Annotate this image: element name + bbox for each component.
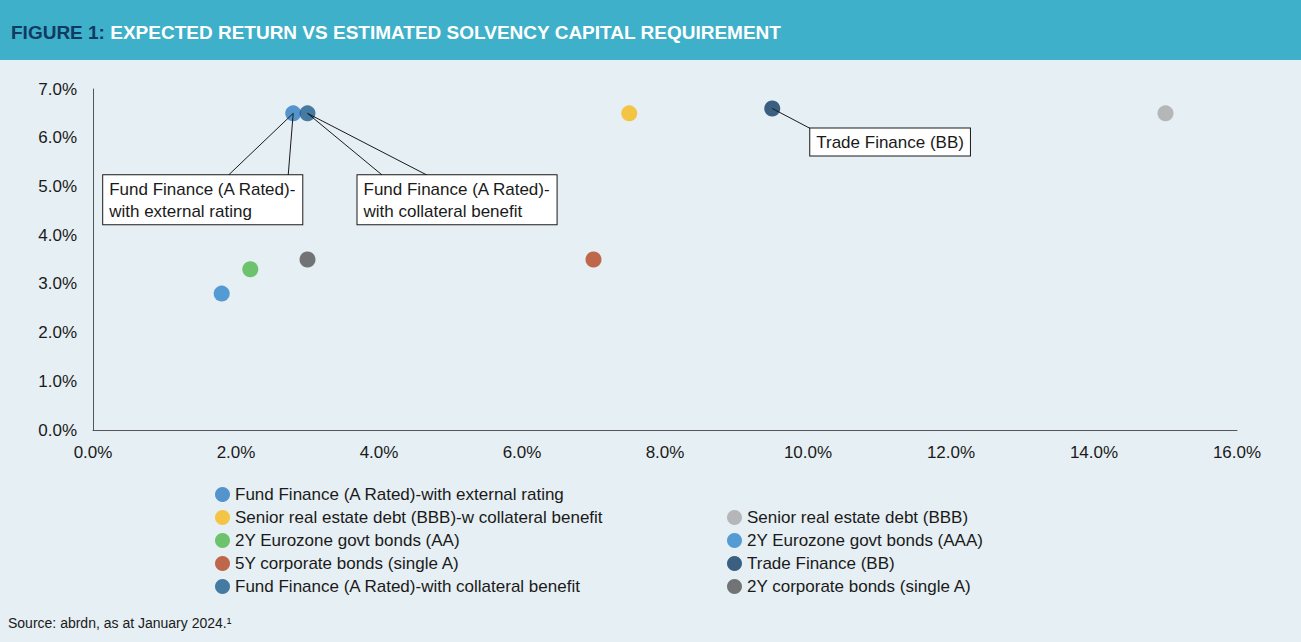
svg-text:EXPECTED RETURN VS ESTIMATED S: EXPECTED RETURN VS ESTIMATED SOLVENCY CA… (105, 22, 781, 43)
svg-text:2Y Eurozone govt bonds (AAA): 2Y Eurozone govt bonds (AAA) (747, 531, 983, 550)
svg-text:10.0%: 10.0% (784, 443, 832, 462)
svg-text:Senior real estate debt (BBB)-: Senior real estate debt (BBB)-w collater… (235, 508, 603, 527)
svg-text:2Y corporate bonds (single A): 2Y corporate bonds (single A) (747, 577, 971, 596)
svg-text:4.0%: 4.0% (360, 443, 399, 462)
svg-text:5.0%: 5.0% (38, 177, 77, 196)
svg-text:7.0%: 7.0% (38, 80, 77, 99)
svg-text:3.0%: 3.0% (38, 274, 77, 293)
svg-text:2.0%: 2.0% (38, 323, 77, 342)
svg-text:Fund Finance (A Rated)-: Fund Finance (A Rated)- (364, 180, 550, 199)
svg-text:8.0%: 8.0% (646, 443, 685, 462)
svg-text:14.0%: 14.0% (1070, 443, 1118, 462)
svg-text:16.0%: 16.0% (1213, 443, 1261, 462)
svg-text:FIGURE 1:: FIGURE 1: (11, 22, 105, 43)
svg-text:Fund Finance (A Rated)-: Fund Finance (A Rated)- (109, 180, 295, 199)
svg-text:4.0%: 4.0% (38, 226, 77, 245)
svg-text:2Y Eurozone govt bonds (AA): 2Y Eurozone govt bonds (AA) (235, 531, 460, 550)
svg-text:Trade Finance (BB): Trade Finance (BB) (816, 133, 964, 152)
svg-text:with external rating: with external rating (108, 202, 252, 221)
svg-text:0.0%: 0.0% (38, 421, 77, 440)
svg-text:Source: abrdn, as at January 2: Source: abrdn, as at January 2024.¹ (8, 615, 232, 631)
svg-text:Senior real estate debt (BBB): Senior real estate debt (BBB) (747, 508, 968, 527)
svg-text:6.0%: 6.0% (503, 443, 542, 462)
svg-text:0.0%: 0.0% (74, 443, 113, 462)
svg-text:Fund Finance (A Rated)-with ex: Fund Finance (A Rated)-with external rat… (235, 485, 564, 504)
svg-text:6.0%: 6.0% (38, 128, 77, 147)
svg-text:12.0%: 12.0% (927, 443, 975, 462)
svg-text:with collateral benefit: with collateral benefit (363, 202, 523, 221)
svg-text:2.0%: 2.0% (217, 443, 256, 462)
svg-text:Trade Finance (BB): Trade Finance (BB) (747, 554, 895, 573)
svg-text:1.0%: 1.0% (38, 372, 77, 391)
svg-text:Fund Finance (A Rated)-with co: Fund Finance (A Rated)-with collateral b… (235, 577, 580, 596)
svg-text:5Y corporate bonds (single A): 5Y corporate bonds (single A) (235, 554, 459, 573)
